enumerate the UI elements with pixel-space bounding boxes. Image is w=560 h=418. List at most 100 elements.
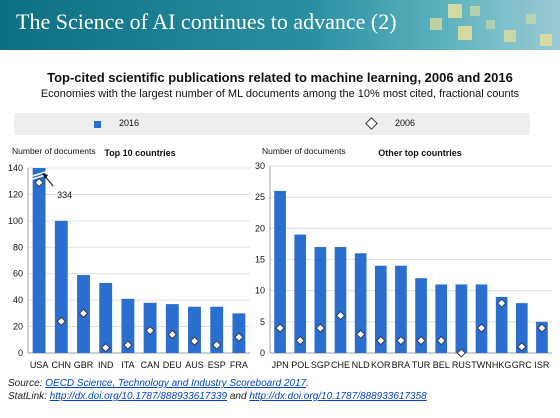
- bar-jpn: [274, 190, 286, 353]
- decorative-square: [504, 30, 516, 42]
- marker-2006-kor: [376, 335, 386, 346]
- x-tick-label: TUR: [412, 360, 431, 370]
- y-axis-label: Number of documents: [262, 146, 346, 156]
- marker-2006-che: [335, 310, 346, 321]
- x-tick-label: GBR: [74, 360, 94, 370]
- annotation-label: 334: [57, 190, 72, 200]
- y-tick-label: 15: [255, 255, 265, 265]
- y-tick-label: 30: [255, 161, 265, 171]
- bar-tur: [415, 278, 427, 353]
- bar-ita: [121, 298, 135, 353]
- statlink-line: StatLink: http://dx.doi.org/10.1787/8889…: [8, 390, 427, 403]
- marker-2006-bra: [396, 335, 406, 346]
- x-tick-label: HKG: [492, 360, 512, 370]
- bar-ind: [99, 282, 113, 353]
- y-tick-label: 10: [255, 286, 265, 296]
- bar-break-mark: [32, 174, 46, 180]
- x-tick-label: AUS: [185, 360, 204, 370]
- statlink-1[interactable]: http://dx.doi.org/10.1787/888933617339: [49, 391, 228, 402]
- marker-2006-sgp: [315, 323, 325, 333]
- decorative-square: [458, 26, 472, 40]
- x-tick-label: NLD: [352, 360, 371, 370]
- bar-grc: [515, 303, 528, 353]
- x-tick-label: SGP: [311, 360, 330, 370]
- slide-header: The Science of AI continues to advance (…: [0, 0, 560, 50]
- bar-kor: [374, 265, 387, 353]
- bar-aus: [188, 306, 201, 353]
- source-note: Source: OECD Science, Technology and Ind…: [8, 377, 427, 403]
- chart-subtitle: Economies with the largest number of ML …: [40, 88, 520, 100]
- x-tick-label: GRC: [512, 360, 533, 370]
- statlink-label: StatLink:: [8, 391, 47, 402]
- x-tick-label: BEL: [433, 360, 450, 370]
- decorative-square: [540, 34, 552, 46]
- y-tick-label: 60: [13, 269, 23, 279]
- bar-chn: [54, 220, 68, 353]
- x-tick-label: ITA: [121, 360, 134, 370]
- chart-canvas: Top 10 countries Number of documents 0 20 40…: [8, 146, 552, 370]
- bar-hkg: [495, 296, 508, 353]
- x-tick-label: KOR: [371, 360, 391, 370]
- x-tick-label: CAN: [141, 360, 160, 370]
- decorative-square: [526, 14, 536, 24]
- marker-2006-fra: [234, 332, 244, 342]
- y-axis-label: Number of documents: [12, 146, 96, 156]
- x-tick-label: CHN: [52, 360, 72, 370]
- marker-2006-twn: [476, 323, 487, 333]
- marker-2006-usa: [34, 177, 44, 188]
- y-tick-label: 25: [255, 192, 265, 202]
- y-tick-label: 0: [18, 348, 23, 358]
- x-tick-label: ISR: [534, 360, 550, 370]
- bar-break-mark: [32, 171, 46, 177]
- marker-2006-chn: [56, 316, 66, 326]
- decorative-square: [448, 4, 462, 18]
- statlink-and: and: [229, 391, 247, 402]
- marker-2006-bel: [436, 335, 446, 346]
- decorative-square: [470, 6, 480, 16]
- marker-2006-esp: [212, 340, 222, 350]
- bar-che: [334, 247, 347, 353]
- marker-2006-can: [145, 325, 155, 336]
- x-tick-label: ESP: [208, 360, 226, 370]
- x-tick-label: TWN: [471, 360, 492, 370]
- bar-twn: [475, 284, 488, 353]
- decorative-square: [486, 20, 495, 29]
- x-tick-label: BRA: [392, 360, 411, 370]
- bar-deu: [165, 304, 179, 353]
- marker-2006-isr: [537, 323, 547, 333]
- marker-2006-rus: [456, 348, 466, 358]
- slide-title: The Science of AI continues to advance (…: [16, 9, 397, 34]
- source-link[interactable]: OECD Science, Technology and Industry Sc…: [45, 378, 307, 389]
- marker-2006-deu: [167, 329, 177, 340]
- x-tick-label: USA: [30, 360, 49, 370]
- legend-diamond-2006: [365, 117, 378, 130]
- annotation-arrowhead: [42, 173, 49, 179]
- panel-title: Top 10 countries: [104, 148, 175, 158]
- legend: 2016 2006: [14, 113, 530, 135]
- y-tick-label: 5: [260, 317, 265, 327]
- bar-bra: [395, 265, 407, 353]
- marker-2006-nld: [356, 329, 366, 339]
- bar-usa: [32, 168, 46, 353]
- marker-2006-ind: [101, 343, 111, 353]
- legend-label-2016: 2016: [119, 118, 140, 128]
- x-tick-label: DEU: [163, 360, 182, 370]
- x-tick-label: POL: [291, 360, 309, 370]
- legend-label-2006: 2006: [395, 118, 416, 128]
- x-tick-label: CHE: [331, 360, 350, 370]
- x-tick-label: FRA: [230, 360, 248, 370]
- bar-bel: [435, 284, 448, 353]
- bar-isr: [536, 321, 548, 353]
- source-line: Source: OECD Science, Technology and Ind…: [8, 378, 309, 389]
- bar-pol: [294, 234, 307, 353]
- y-tick-label: 20: [255, 223, 265, 233]
- legend-square-2016: [94, 121, 101, 128]
- y-tick-label: 20: [13, 322, 23, 332]
- bar-nld: [354, 253, 367, 353]
- x-tick-label: IND: [98, 360, 114, 370]
- statlink-2[interactable]: http://dx.doi.org/10.1787/888933617358: [249, 391, 427, 402]
- y-tick-label: 0: [260, 348, 265, 358]
- marker-2006-hkg: [497, 298, 507, 308]
- chart-title: Top-cited scientific publications relate…: [47, 70, 513, 85]
- y-tick-label: 80: [13, 242, 23, 252]
